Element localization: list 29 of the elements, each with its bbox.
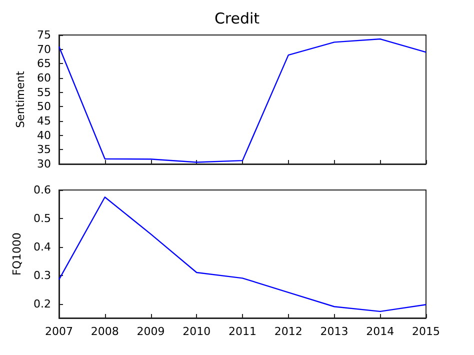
x-tick-label: 2011 [228,325,256,338]
x-tick-label: 2008 [90,325,119,338]
y-tick-label: 50 [37,100,51,114]
y-tick-label: 0.6 [34,184,51,196]
x-tick-label: 2007 [45,325,73,338]
y-axis-title: Sentiment [14,70,28,128]
y-tick-label: 40 [37,128,51,142]
y-tick-label: 60 [37,72,51,84]
y-tick-label: 30 [37,158,51,170]
y-tick-label: 0.3 [34,268,51,282]
x-tick-label: 2012 [274,325,302,338]
y-tick-label: 35 [37,143,51,156]
x-tick-label: 2015 [412,325,440,338]
y-axis-title: FQ1000 [10,232,24,276]
x-tick-label: 2013 [320,325,348,338]
y-tick-label: 0.4 [34,240,51,254]
line-series [58,196,427,312]
x-tick-label: 2009 [136,325,165,338]
y-tick-label: 45 [37,114,51,128]
x-tick-label: 2010 [182,325,211,338]
y-tick-label: 55 [37,86,51,99]
x-tick-label: 2014 [366,325,394,338]
y-tick-label: 65 [37,57,51,70]
y-tick-label: 0.2 [34,297,51,310]
y-tick-label: 75 [37,28,51,42]
line-series [58,38,427,163]
chart-title: Credit [214,10,260,28]
y-tick-label: 0.5 [34,212,51,225]
y-tick-label: 70 [37,42,51,56]
